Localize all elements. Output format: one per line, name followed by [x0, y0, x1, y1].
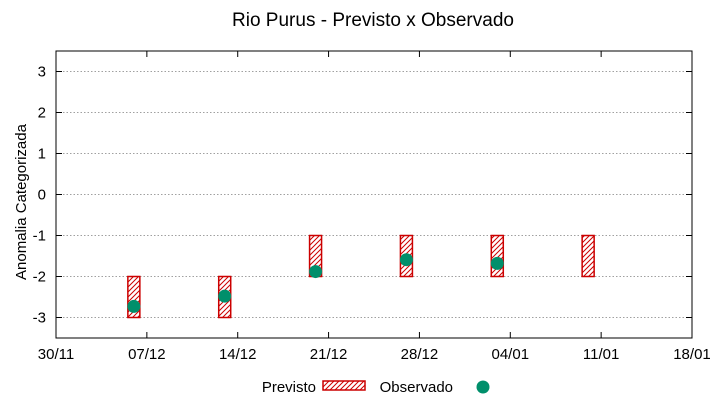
x-tick-label: 11/01	[583, 346, 619, 363]
y-axis: 3 2 1 0 -1 -2 -3	[33, 64, 692, 327]
observado-point	[399, 253, 413, 267]
observado-point	[127, 299, 141, 313]
x-tick-label: 30/11	[38, 346, 74, 363]
y-tick-label: 0	[38, 187, 46, 204]
gridlines	[56, 71, 692, 318]
legend-marker-observado	[476, 380, 490, 394]
legend: Previsto Observado	[262, 379, 490, 396]
legend-label-observado: Observado	[380, 379, 453, 396]
x-tick-label: 18/01	[673, 346, 711, 363]
y-tick-label: -3	[33, 310, 46, 327]
y-tick-label: 2	[38, 105, 46, 122]
observado-point	[218, 289, 232, 303]
chart-title: Rio Purus - Previsto x Observado	[232, 10, 514, 31]
y-tick-label: -1	[33, 228, 46, 245]
observado-point	[309, 265, 323, 279]
previsto-box	[490, 234, 505, 278]
x-tick-label: 28/12	[401, 346, 439, 363]
legend-swatch-previsto	[322, 380, 366, 391]
x-tick-label: 21/12	[310, 346, 348, 363]
observado-series	[127, 253, 504, 313]
x-tick-label: 04/01	[492, 346, 530, 363]
x-axis: 30/11 07/12 14/12 21/12 28/12 04/01 11/01 18/01	[38, 51, 711, 363]
legend-label-previsto: Previsto	[262, 379, 316, 396]
y-tick-label: 1	[38, 146, 46, 163]
y-tick-label: 3	[38, 64, 46, 81]
x-tick-label: 07/12	[128, 346, 166, 363]
y-axis-label: Anomalia Categorizada	[13, 123, 30, 280]
x-tick-label: 14/12	[219, 346, 257, 363]
y-tick-label: -2	[33, 269, 46, 286]
previsto-box	[581, 234, 595, 278]
observado-point	[490, 256, 504, 270]
